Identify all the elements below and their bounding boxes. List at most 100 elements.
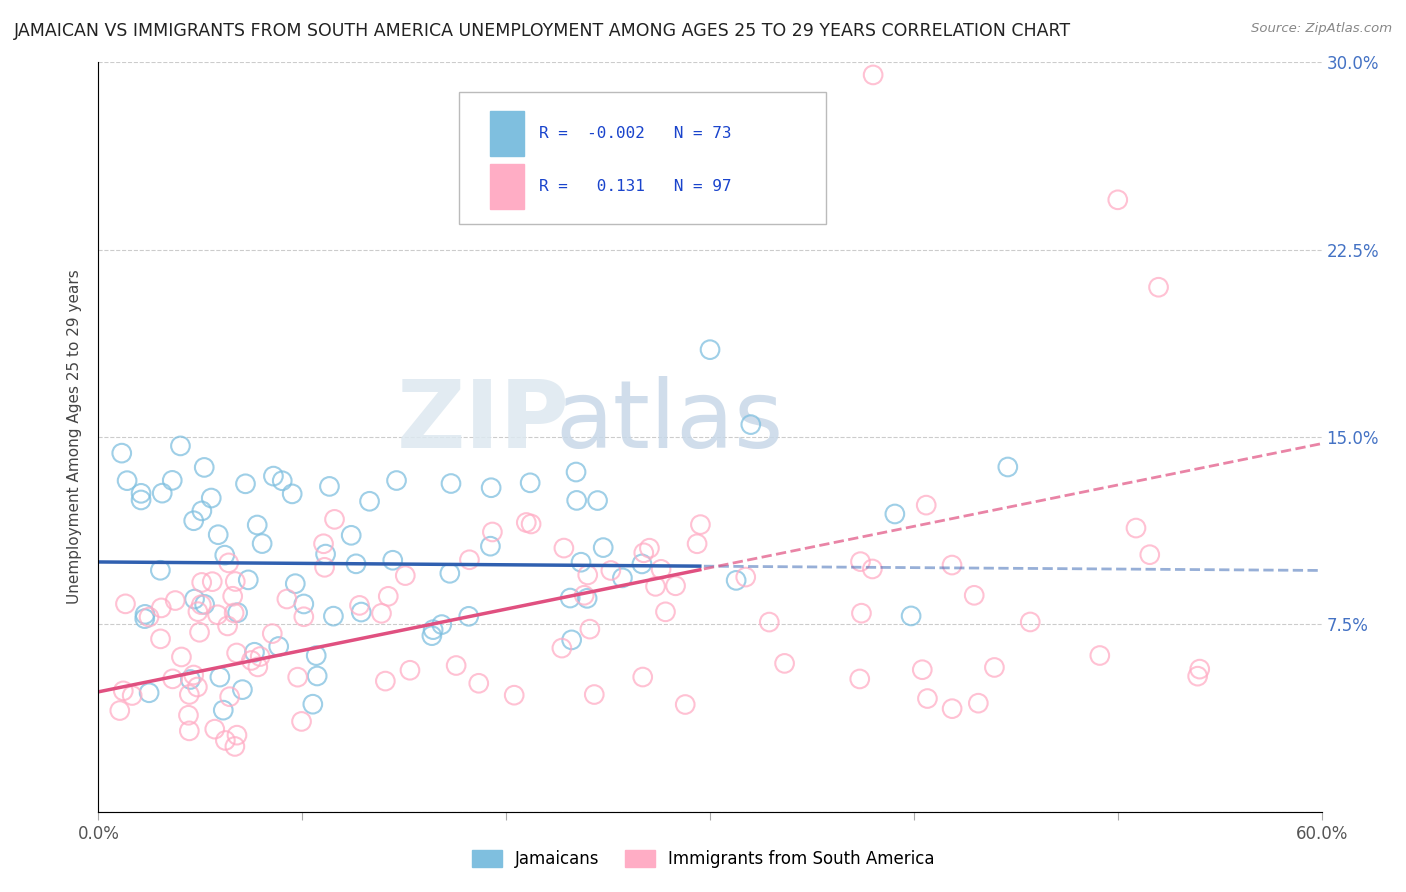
Point	[633, 546, 655, 560]
Point	[349, 599, 371, 613]
Point	[204, 722, 226, 736]
Point	[458, 553, 481, 567]
Bar	[489, 163, 524, 209]
Point	[860, 562, 883, 576]
Point	[664, 579, 686, 593]
Point	[224, 606, 246, 620]
Point	[350, 605, 373, 619]
Point	[121, 689, 143, 703]
Point	[138, 686, 160, 700]
Point	[519, 475, 541, 490]
Point	[305, 648, 328, 663]
Point	[612, 571, 634, 585]
Point	[851, 606, 873, 620]
Point	[188, 625, 211, 640]
Point	[249, 649, 271, 664]
Point	[312, 537, 335, 551]
Point	[231, 682, 253, 697]
Point	[963, 588, 986, 602]
Point	[479, 481, 502, 495]
Point	[138, 610, 160, 624]
Point	[307, 669, 329, 683]
Point	[1139, 548, 1161, 562]
Point	[150, 486, 173, 500]
Point	[481, 524, 503, 539]
Point	[170, 650, 193, 665]
Point	[226, 606, 249, 620]
Point	[673, 698, 696, 712]
Point	[422, 623, 444, 637]
Point	[190, 575, 212, 590]
Point	[583, 688, 606, 702]
Point	[967, 696, 990, 710]
Point	[565, 465, 588, 479]
Point	[183, 514, 205, 528]
Point	[740, 417, 762, 432]
Point	[235, 476, 257, 491]
Point	[638, 541, 661, 556]
Point	[686, 537, 709, 551]
Point	[385, 474, 408, 488]
Point	[115, 474, 138, 488]
Point	[271, 474, 294, 488]
Point	[149, 563, 172, 577]
Point	[883, 507, 905, 521]
Point	[560, 591, 582, 605]
Point	[915, 498, 938, 512]
Point	[574, 588, 596, 602]
Point	[654, 605, 676, 619]
Point	[323, 512, 346, 526]
Point	[650, 562, 672, 576]
Point	[200, 491, 222, 505]
Point	[287, 670, 309, 684]
Point	[314, 560, 336, 574]
FancyBboxPatch shape	[460, 93, 827, 224]
Point	[699, 343, 721, 357]
Point	[162, 474, 184, 488]
Point	[191, 504, 214, 518]
Point	[689, 517, 711, 532]
Text: Source: ZipAtlas.com: Source: ZipAtlas.com	[1251, 22, 1392, 36]
Point	[292, 597, 315, 611]
Point	[315, 547, 337, 561]
Point	[1088, 648, 1111, 663]
Point	[214, 733, 236, 747]
Text: ZIP: ZIP	[396, 376, 569, 468]
Point	[439, 566, 461, 581]
Point	[394, 568, 416, 582]
Point	[134, 607, 156, 622]
Point	[565, 493, 588, 508]
Point	[322, 609, 344, 624]
Point	[576, 568, 599, 582]
Point	[457, 609, 479, 624]
Point	[186, 680, 208, 694]
Point	[207, 607, 229, 622]
Point	[1125, 521, 1147, 535]
Point	[281, 487, 304, 501]
Point	[224, 574, 246, 589]
Point	[340, 528, 363, 542]
Point	[246, 660, 269, 674]
Point	[212, 703, 235, 717]
Point	[941, 701, 963, 715]
Point	[520, 516, 543, 531]
Point	[344, 557, 367, 571]
Point	[503, 688, 526, 702]
Point	[129, 486, 152, 500]
Point	[479, 539, 502, 553]
Point	[187, 605, 209, 619]
Point	[599, 564, 621, 578]
Point	[218, 690, 240, 704]
Point	[1019, 615, 1042, 629]
Point	[214, 548, 236, 562]
Point	[179, 688, 201, 702]
Point	[177, 708, 200, 723]
Point	[758, 615, 780, 629]
Point	[238, 573, 260, 587]
Point	[515, 516, 537, 530]
Point	[276, 592, 298, 607]
Point	[862, 68, 884, 82]
Point	[644, 579, 666, 593]
Point	[114, 597, 136, 611]
Text: R =  -0.002   N = 73: R = -0.002 N = 73	[538, 126, 731, 141]
